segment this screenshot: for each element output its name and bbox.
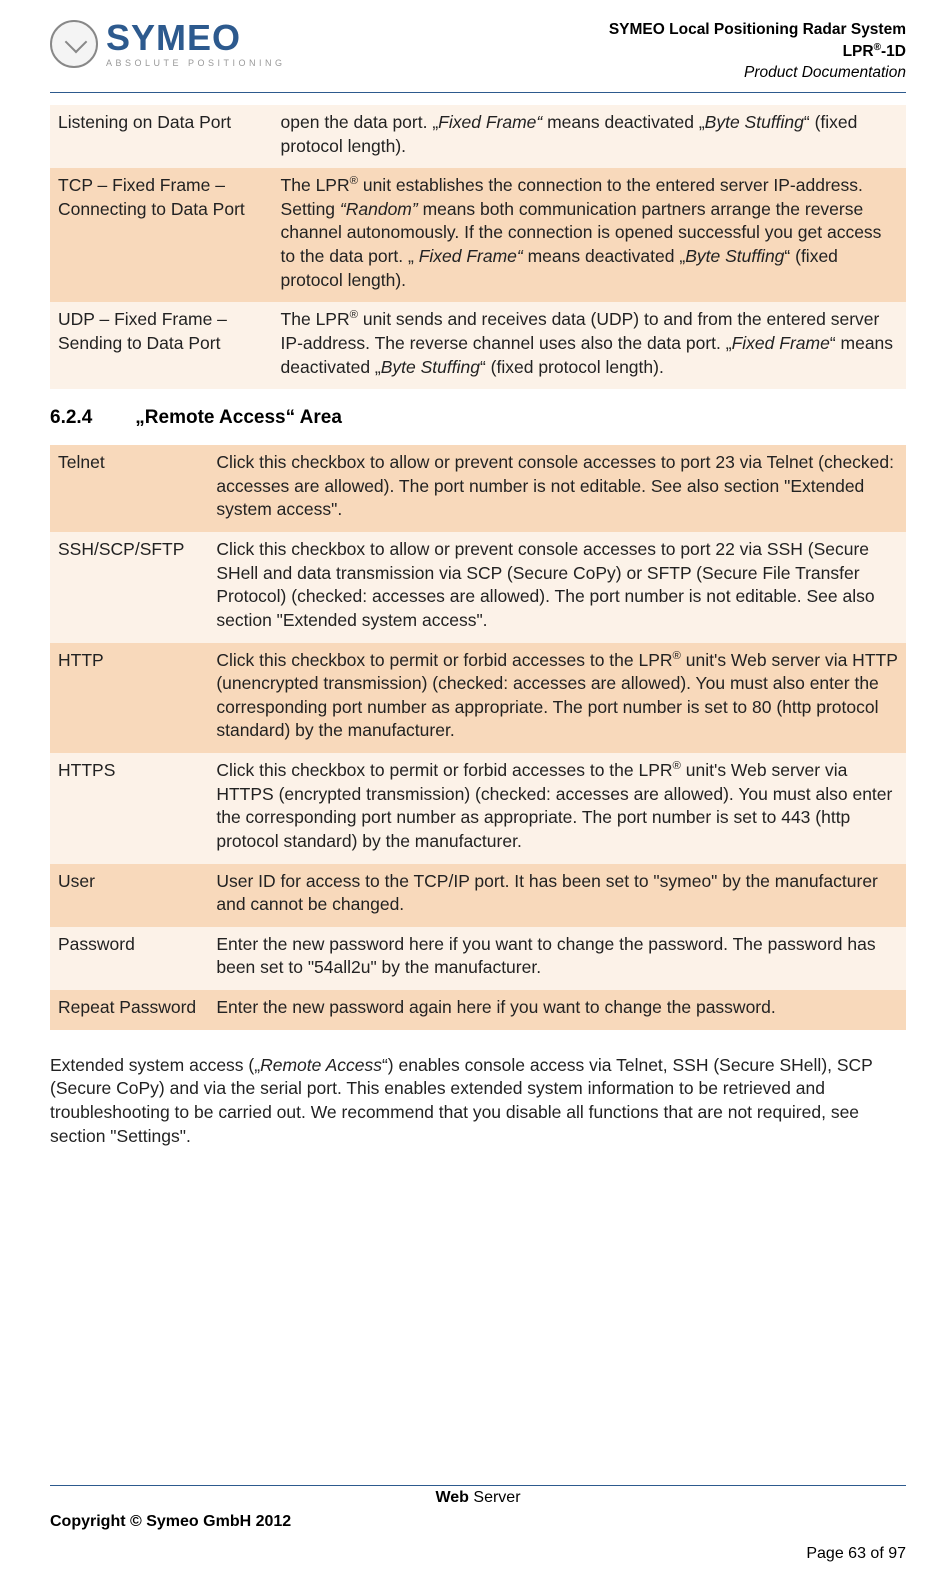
header-line3: Product Documentation [609, 63, 906, 84]
page: SYMEO ABSOLUTE POSITIONING SYMEO Local P… [0, 0, 951, 1593]
row-label: HTTPS [50, 753, 208, 864]
table-remote-access: TelnetClick this checkbox to allow or pr… [50, 445, 906, 1030]
section-number: 6.2.4 [50, 407, 130, 429]
row-description: Click this checkbox to allow or prevent … [208, 532, 906, 643]
row-description: Enter the new password here if you want … [208, 927, 906, 990]
header-line2: LPR®-1D [609, 41, 906, 63]
section-heading: 6.2.4 „Remote Access“ Area [50, 407, 906, 429]
row-label: User [50, 864, 208, 927]
logo-text-wrap: SYMEO ABSOLUTE POSITIONING [106, 20, 286, 68]
footer-center-rest: Server [469, 1489, 521, 1506]
table-row: TelnetClick this checkbox to allow or pr… [50, 445, 906, 532]
body-paragraph: Extended system access („Remote Access“)… [50, 1054, 906, 1149]
row-label: Listening on Data Port [50, 105, 273, 168]
footer-center: Web Server [50, 1489, 906, 1507]
section-title: „Remote Access“ Area [135, 407, 342, 428]
footer-rule [50, 1485, 906, 1486]
header-line2-pre: LPR [843, 43, 874, 60]
table-row: PasswordEnter the new password here if y… [50, 927, 906, 990]
row-label: SSH/SCP/SFTP [50, 532, 208, 643]
table-protocols: Listening on Data Portopen the data port… [50, 105, 906, 389]
table-row: UDP – Fixed Frame – Sending to Data Port… [50, 302, 906, 389]
footer-copyright: Copyright © Symeo GmbH 2012 [50, 1513, 291, 1531]
row-label: HTTP [50, 643, 208, 754]
page-footer: Web Server Copyright © Symeo GmbH 2012 P… [50, 1485, 906, 1563]
row-label: TCP – Fixed Frame – Connecting to Data P… [50, 168, 273, 302]
table-row: HTTPClick this checkbox to permit or for… [50, 643, 906, 754]
row-description: Click this checkbox to permit or forbid … [208, 643, 906, 754]
row-description: The LPR® unit sends and receives data (U… [273, 302, 906, 389]
table-row: UserUser ID for access to the TCP/IP por… [50, 864, 906, 927]
header-line2-sup: ® [874, 42, 881, 53]
footer-row: Copyright © Symeo GmbH 2012 [50, 1513, 906, 1531]
table-row: Listening on Data Portopen the data port… [50, 105, 906, 168]
row-description: open the data port. „Fixed Frame“ means … [273, 105, 906, 168]
logo-subtitle: ABSOLUTE POSITIONING [106, 58, 286, 68]
table-row: Repeat PasswordEnter the new password ag… [50, 990, 906, 1030]
footer-page: Page 63 of 97 [50, 1545, 906, 1563]
row-description: User ID for access to the TCP/IP port. I… [208, 864, 906, 927]
logo-icon [50, 20, 98, 68]
row-label: Repeat Password [50, 990, 208, 1030]
row-description: The LPR® unit establishes the connection… [273, 168, 906, 302]
header-right: SYMEO Local Positioning Radar System LPR… [609, 20, 906, 84]
row-description: Click this checkbox to permit or forbid … [208, 753, 906, 864]
row-label: Password [50, 927, 208, 990]
table-row: TCP – Fixed Frame – Connecting to Data P… [50, 168, 906, 302]
header-line2-post: -1D [881, 43, 906, 60]
footer-center-bold: Web [435, 1489, 468, 1506]
row-label: UDP – Fixed Frame – Sending to Data Port [50, 302, 273, 389]
logo-block: SYMEO ABSOLUTE POSITIONING [50, 20, 286, 68]
header-line1: SYMEO Local Positioning Radar System [609, 20, 906, 41]
table-row: SSH/SCP/SFTPClick this checkbox to allow… [50, 532, 906, 643]
row-description: Click this checkbox to allow or prevent … [208, 445, 906, 532]
logo-text: SYMEO [106, 20, 286, 56]
row-label: Telnet [50, 445, 208, 532]
table-row: HTTPSClick this checkbox to permit or fo… [50, 753, 906, 864]
page-header: SYMEO ABSOLUTE POSITIONING SYMEO Local P… [50, 20, 906, 93]
row-description: Enter the new password again here if you… [208, 990, 906, 1030]
